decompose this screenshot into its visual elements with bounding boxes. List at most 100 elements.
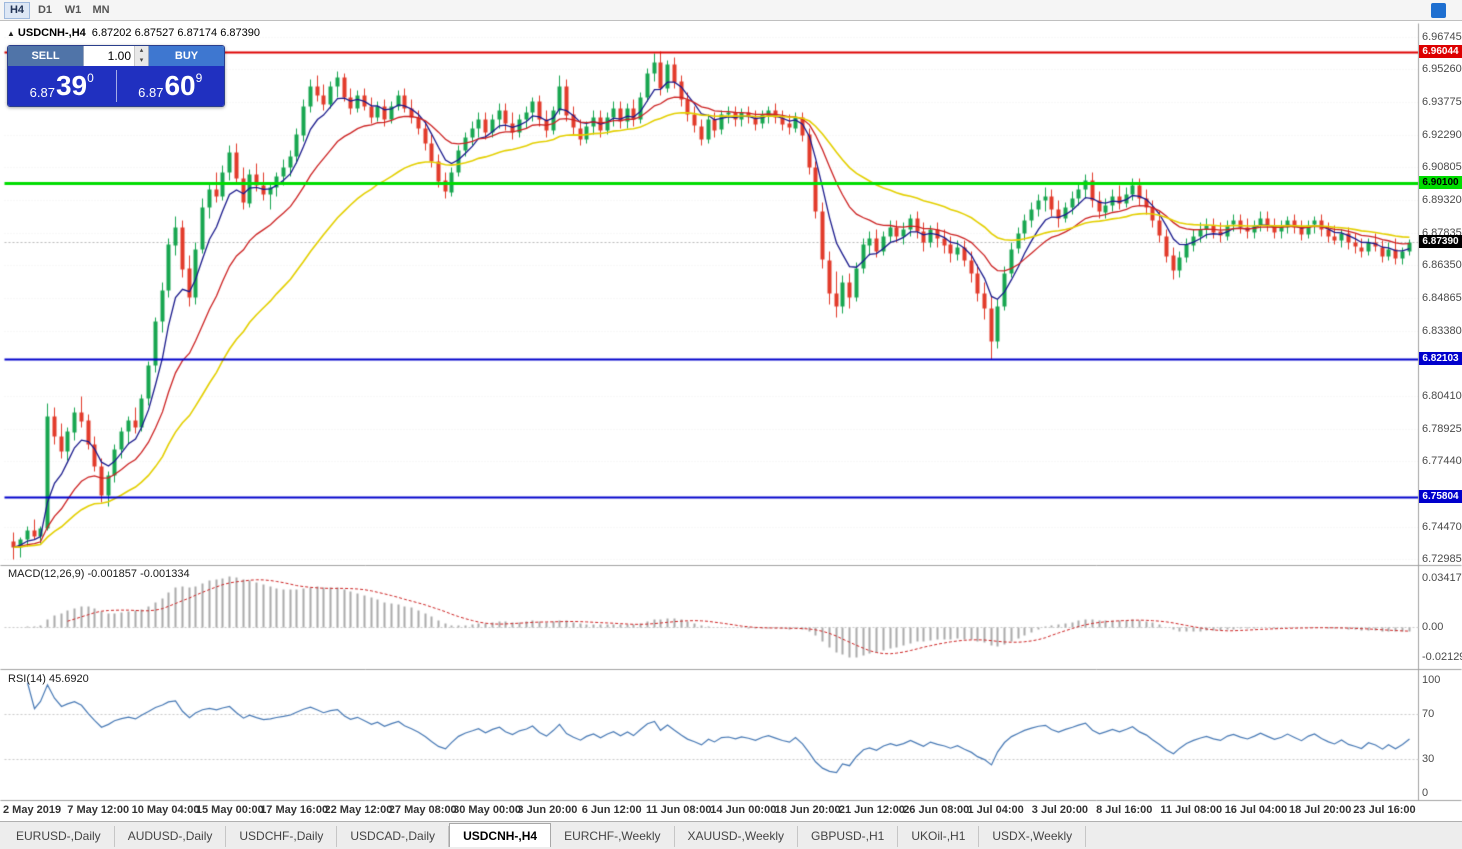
time-axis-label: 3 Jul 20:00 [1031,804,1089,816]
timeframe-button-w1[interactable]: W1 [64,4,82,16]
time-axis-label: 3 Jun 20:00 [517,804,578,816]
indicator-axis-label: 0 [1422,787,1429,799]
sell-price-button[interactable]: 6.87 39 0 [8,66,116,106]
volume-field: ▴ ▾ [83,46,149,66]
chart-tab[interactable]: UKOil-,H1 [898,826,980,847]
chart-tab[interactable]: USDCAD-,Daily [337,826,450,847]
chart-tab[interactable]: GBPUSD-,H1 [798,826,899,847]
price-axis-label: 6.83380 [1422,324,1462,337]
price-axis-label: 6.93775 [1422,95,1462,108]
macd-main-value: -0.001857 [87,568,138,580]
macd-signal-value: -0.001334 [140,568,190,580]
volume-input[interactable] [84,46,134,66]
chart-tab[interactable]: EURUSD-,Daily [3,826,115,847]
chart-symbol: USDCNH-,H4 [17,27,86,39]
price-axis-label: 6.95260 [1422,63,1462,76]
buy-button[interactable]: BUY [149,46,224,66]
price-axis-label: 6.92290 [1422,128,1462,141]
chart-tabs-bar: EURUSD-,Daily AUDUSD-,Daily USDCHF-,Daily U… [0,821,1462,849]
rsi-indicator-label: RSI(14) 45.6920 [8,673,89,685]
chart-tab-list: EURUSD-,Daily AUDUSD-,Daily USDCHF-,Daily U… [0,823,1462,847]
chart-title: ▲ USDCNH-,H4 6.87202 6.87527 6.87174 6.873… [7,27,260,39]
indicator-axis-label: 70 [1422,707,1435,720]
volume-increase-button[interactable]: ▴ [135,46,148,56]
buy-price-big: 60 [164,70,196,101]
time-axis-label: 22 May 12:00 [324,804,393,816]
price-level-tag: 6.90100 [1419,175,1462,189]
timeframe-button-h4[interactable]: H4 [4,1,30,19]
price-axis-label: 6.89320 [1422,193,1462,206]
price-axis-label: 6.80410 [1422,389,1462,402]
current-price-tag: 6.87390 [1419,235,1462,249]
chart-tab[interactable]: AUDUSD-,Daily [115,826,227,847]
trade-panel-prices: 6.87 39 0 6.87 60 9 [8,66,224,106]
volume-spinner: ▴ ▾ [134,46,148,66]
buy-price-small: 6.87 [138,85,164,100]
time-axis-label: 23 Jul 16:00 [1353,804,1416,816]
rsi-value: 45.6920 [48,673,89,685]
time-axis: 2 May 2019 7 May 12:00 10 May 04:00 15 May … [0,804,1420,821]
volume-decrease-button[interactable]: ▾ [135,56,148,66]
price-level-tag: 6.96044 [1419,44,1462,58]
time-axis-label: 1 Jul 04:00 [967,804,1024,816]
timeframe-button-mn[interactable]: MN [92,4,110,16]
price-chart-canvas[interactable] [0,21,1462,821]
price-axis-label: 6.84865 [1422,291,1462,304]
time-axis-label: 6 Jun 12:00 [581,804,642,816]
price-level-tag: 6.75804 [1419,490,1462,504]
price-axis-label: 6.96745 [1422,30,1462,43]
collapse-icon[interactable]: ▲ [7,29,15,38]
chart-area: ▲ USDCNH-,H4 6.87202 6.87527 6.87174 6.873… [0,21,1462,821]
time-axis-label: 30 May 00:00 [453,804,521,816]
price-axis-label: 6.72985 [1422,553,1462,566]
sell-price-small: 6.87 [29,85,55,100]
chart-tab[interactable]: USDX-,Weekly [979,826,1087,847]
price-axis-label: 6.74470 [1422,520,1462,533]
sell-button[interactable]: SELL [8,46,83,66]
chart-ohlc-values: 6.87202 6.87527 6.87174 6.87390 [91,27,260,39]
time-axis-label: 27 May 08:00 [388,804,457,816]
sell-price-big: 39 [55,70,88,101]
time-axis-label: 2 May 2019 [3,804,62,816]
time-axis-label: 10 May 04:00 [131,804,200,816]
price-axis-label: 6.90805 [1422,161,1462,174]
time-axis-label: 8 Jul 16:00 [1096,804,1153,816]
indicator-axis-label: -0.021296 [1422,651,1462,664]
window-icon[interactable] [1431,3,1446,18]
chart-tab[interactable]: EURCHF-,Weekly [551,826,675,847]
time-axis-label: 11 Jun 08:00 [646,804,712,816]
time-axis-label: 15 May 00:00 [195,804,264,816]
chart-tab[interactable]: USDCHF-,Daily [226,826,338,847]
trade-panel-header: SELL ▴ ▾ BUY [8,46,224,66]
timeframe-toolbar: H4 D1 W1 MN [0,0,1462,21]
buy-price-button[interactable]: 6.87 60 9 [117,66,225,106]
timeframe-button-group: H4 D1 W1 MN [0,1,116,19]
indicator-axis-label: 100 [1422,674,1441,686]
indicator-axis-label: 0.034174 [1422,572,1462,585]
indicator-axis-label: 30 [1422,753,1435,766]
time-axis-label: 18 Jul 20:00 [1289,804,1352,816]
time-axis-label: 16 Jul 04:00 [1224,804,1288,816]
time-axis-label: 18 Jun 20:00 [774,804,841,816]
time-axis-label: 21 Jun 12:00 [838,804,905,816]
time-axis-label: 11 Jul 08:00 [1160,804,1223,816]
time-axis-label: 14 Jun 00:00 [710,804,777,816]
time-axis-label: 26 Jun 08:00 [903,804,970,816]
time-axis-label: 7 May 12:00 [67,804,130,816]
rsi-name: RSI(14) [8,673,46,685]
price-level-tag: 6.82103 [1419,351,1462,365]
price-divider [115,70,117,102]
price-axis-label: 6.77440 [1422,455,1462,468]
macd-name: MACD(12,26,9) [8,568,85,580]
chart-tab[interactable]: USDCNH-,H4 [449,823,552,847]
sell-price-sup: 0 [87,71,94,85]
timeframe-button-d1[interactable]: D1 [37,4,53,16]
price-axis-label: 6.78925 [1422,422,1462,435]
price-axis-label: 6.86350 [1422,259,1462,272]
buy-price-sup: 9 [195,71,203,85]
time-axis-label: 17 May 16:00 [260,804,329,816]
chart-tab[interactable]: XAUUSD-,Weekly [675,826,798,847]
indicator-axis-label: 0.00 [1422,620,1444,633]
